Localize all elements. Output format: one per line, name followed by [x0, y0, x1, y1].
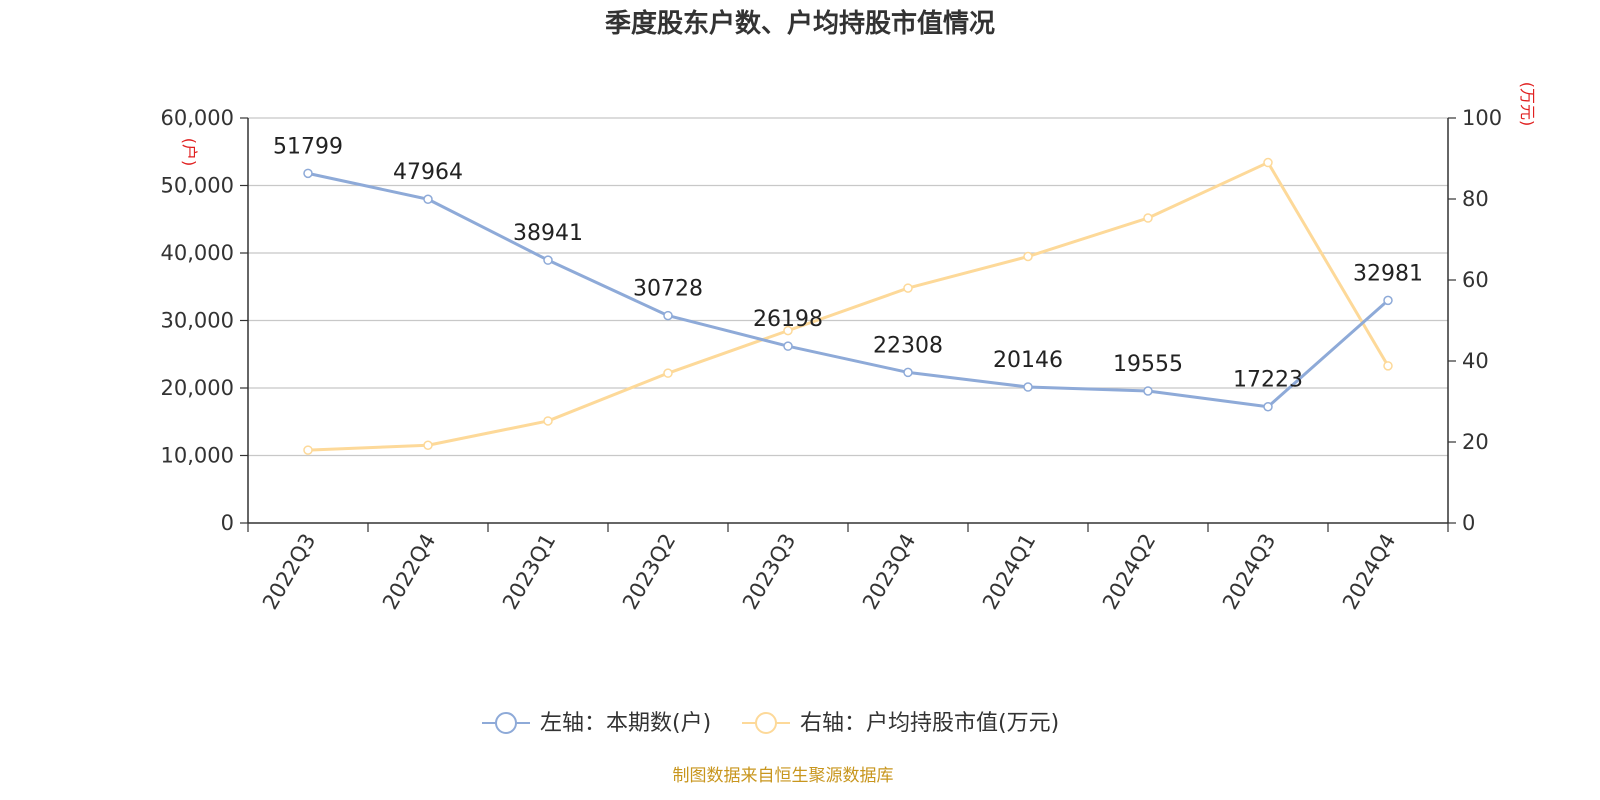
- data-label: 32981: [1353, 261, 1423, 286]
- series-point-right: [903, 283, 913, 293]
- series-point-right: [663, 368, 673, 378]
- left-axis-tick-label: 20,000: [161, 376, 234, 400]
- right-axis-tick-label: 60: [1462, 268, 1489, 292]
- right-axis-tick-label: 40: [1462, 349, 1489, 373]
- x-axis-tick-label: 2024Q2: [1098, 530, 1160, 614]
- series-point-right: [1143, 213, 1153, 223]
- x-axis-tick-label: 2023Q2: [618, 530, 680, 614]
- x-axis-tick-label: 2023Q3: [738, 530, 800, 614]
- series-point-left: [663, 310, 673, 321]
- data-labels: 51799 47964 38941 30728 26198 22308 20146 19555…: [273, 134, 1423, 392]
- series-line-left: [307, 171, 1389, 409]
- series-point-left: [543, 255, 553, 265]
- left-axis-unit: (户): [180, 138, 199, 167]
- x-axis-tick-label: 2023Q4: [858, 530, 920, 614]
- grid-lines: [248, 117, 1448, 457]
- series-point-left: [423, 194, 433, 204]
- x-axis-tick-label: 2023Q1: [498, 530, 560, 614]
- legend-item-left-series[interactable]: 左轴：本期数(户): [482, 711, 711, 736]
- x-axis-tick-label: 2024Q3: [1218, 530, 1280, 614]
- series-point-left: [903, 367, 913, 378]
- x-axis: 2022Q3 2022Q4 2023Q1 2023Q2 2023Q3 2023Q4 2024…: [247, 522, 1449, 614]
- data-label: 51799: [273, 134, 343, 159]
- left-axis: 0 10,000 20,000 30,000 40,000 50,000 60,000: [161, 106, 249, 535]
- legend-item-right-series[interactable]: 右轴：户均持股市值(万元): [742, 711, 1059, 736]
- right-axis-tick-label: 0: [1462, 511, 1475, 535]
- series-point-left: [1383, 295, 1393, 306]
- left-axis-tick-label: 40,000: [161, 241, 234, 265]
- series-point-right: [1263, 157, 1273, 168]
- left-axis-tick-label: 30,000: [161, 309, 234, 333]
- data-label: 30728: [633, 277, 703, 302]
- series-point-left: [783, 341, 793, 351]
- series-point-right: [1383, 361, 1393, 371]
- right-axis-tick-label: 20: [1462, 430, 1489, 454]
- right-axis: 0 20 40 60 80 100: [1447, 106, 1502, 535]
- series-line-right: [307, 161, 1390, 452]
- series-point-left: [1023, 382, 1033, 392]
- series-point-right: [543, 416, 553, 426]
- x-axis-tick-label: 2024Q4: [1338, 530, 1400, 614]
- data-label: 26198: [753, 307, 823, 332]
- left-axis-tick-label: 50,000: [161, 174, 234, 198]
- data-label: 38941: [513, 221, 583, 246]
- series-point-right: [423, 440, 433, 450]
- right-axis-tick-label: 80: [1462, 187, 1489, 211]
- series-point-left: [1263, 401, 1273, 412]
- x-axis-tick-label: 2024Q1: [978, 530, 1040, 614]
- chart-title: 季度股东户数、户均持股市值情况: [605, 8, 995, 39]
- x-axis-tick-label: 2022Q3: [258, 530, 320, 614]
- series-point-left: [303, 168, 313, 179]
- legend-left-series-icon: [495, 712, 517, 734]
- x-axis-tick-label: 2022Q4: [378, 530, 440, 614]
- legend[interactable]: 左轴：本期数(户) 右轴：户均持股市值(万元): [482, 711, 1059, 736]
- data-label: 19555: [1113, 352, 1183, 377]
- legend-right-series-label: 右轴：户均持股市值(万元): [800, 711, 1059, 736]
- series-point-right: [1023, 251, 1033, 262]
- left-axis-tick-label: 0: [221, 511, 234, 535]
- data-source: 制图数据来自恒生聚源数据库: [673, 766, 894, 786]
- series-point-right: [783, 325, 793, 336]
- series-point-left: [1143, 386, 1153, 396]
- series-point-right: [303, 445, 313, 455]
- legend-left-series-label: 左轴：本期数(户): [540, 711, 711, 736]
- series-layer: [303, 157, 1393, 455]
- data-label: 47964: [393, 160, 463, 185]
- legend-right-series-icon: [755, 712, 777, 734]
- right-axis-tick-label: 100: [1462, 106, 1502, 130]
- right-axis-unit: (万元): [1518, 82, 1537, 127]
- left-axis-tick-label: 60,000: [161, 106, 234, 130]
- data-label: 20146: [993, 348, 1063, 373]
- data-label: 17223: [1233, 368, 1303, 393]
- data-label: 22308: [873, 333, 943, 358]
- left-axis-tick-label: 10,000: [161, 444, 234, 468]
